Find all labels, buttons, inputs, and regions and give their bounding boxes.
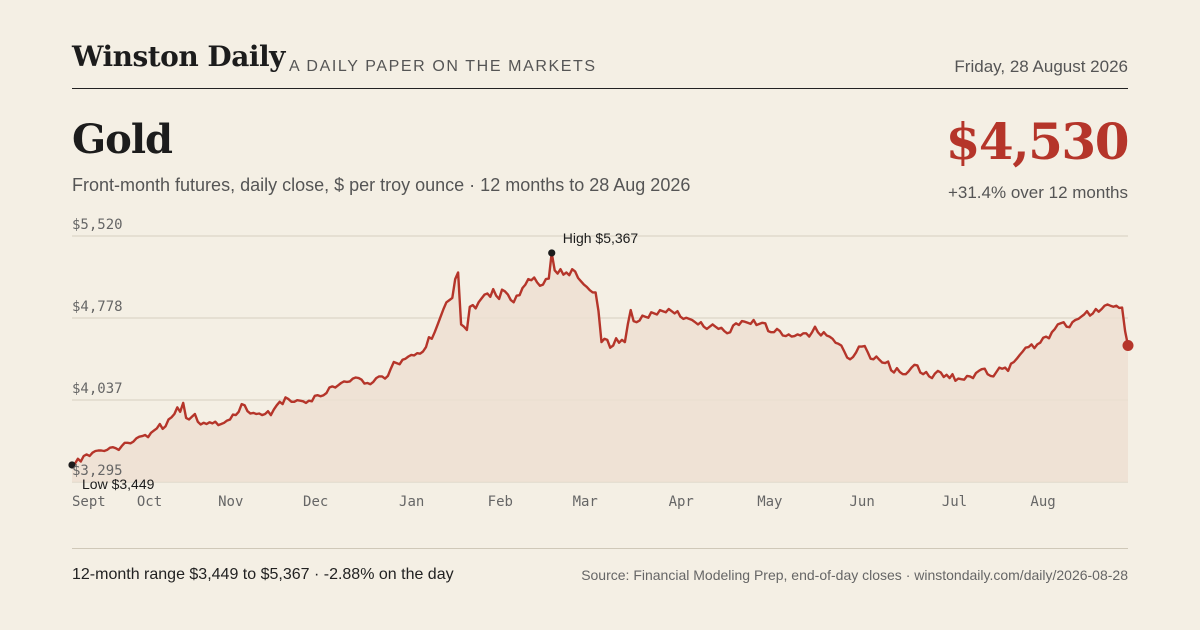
x-tick-label: Jan [399, 494, 424, 510]
tagline: A DAILY PAPER ON THE MARKETS [289, 58, 597, 75]
x-tick-label: Apr [669, 494, 694, 510]
latest-point [1122, 339, 1134, 351]
price-change: +31.4% over 12 months [947, 183, 1128, 202]
page-title: Gold [72, 116, 173, 163]
x-tick-label: Jun [850, 494, 875, 510]
label-layer: $5,520 $4,778 $4,037 $3,295 Sept Oct Nov Dec Jan… [72, 217, 1056, 510]
x-tick-label: Feb [488, 494, 513, 510]
dateline: Friday, 28 August 2026 [954, 57, 1128, 76]
x-tick-label: Dec [303, 494, 328, 510]
x-tick-label: Sept [72, 494, 106, 510]
x-tick-label: Oct [137, 494, 162, 510]
y-tick-label: $4,778 [72, 299, 123, 315]
low-marker [68, 461, 76, 469]
y-tick-label: $5,520 [72, 217, 123, 233]
y-tick-label: $3,295 [72, 463, 123, 479]
masthead: Winston Daily A DAILY PAPER ON THE MARKE… [72, 40, 1128, 89]
current-price: $4,530 [945, 112, 1130, 171]
x-tick-label: Aug [1030, 494, 1055, 510]
footer-range: 12-month range $3,449 to $5,367 · -2.88%… [72, 566, 454, 583]
high-annotation: High $5,367 [563, 230, 639, 246]
low-annotation: Low $3,449 [82, 476, 155, 492]
high-marker [548, 249, 556, 257]
footer-source[interactable]: Source: Financial Modeling Prep, end-of-… [581, 567, 1128, 583]
x-tick-label: Jul [942, 494, 967, 510]
x-tick-label: Mar [573, 494, 598, 510]
y-tick-label: $4,037 [72, 381, 123, 397]
footer-divider [72, 548, 1128, 549]
series-layer [68, 249, 1134, 482]
brand-title[interactable]: Winston Daily [72, 40, 285, 73]
x-tick-label: May [757, 494, 782, 510]
series-line [70, 251, 1130, 467]
series-area [72, 252, 1128, 482]
chart-subtitle: Front-month futures, daily close, $ per … [72, 175, 691, 195]
x-tick-label: Nov [218, 494, 243, 510]
